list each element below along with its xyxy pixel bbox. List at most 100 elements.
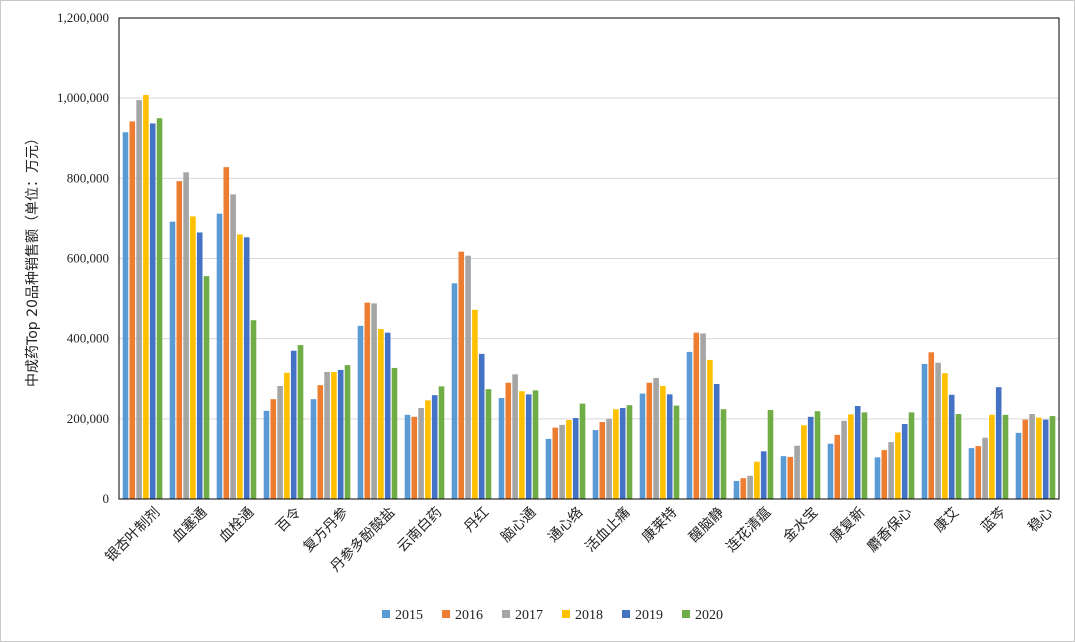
bar-2019-13 [760,451,767,499]
bar-2019-19 [1042,419,1049,499]
bar-2015-2 [216,213,223,500]
bar-2019-15 [854,406,861,499]
bar-2019-5 [384,332,391,499]
bar-2020-1 [203,276,210,499]
bar-2020-13 [767,410,774,499]
bar-2020-4 [344,365,351,499]
bar-2017-5 [371,303,377,499]
bar-2016-3 [270,399,277,499]
bar-2018-18 [989,414,995,499]
bar-2016-9 [552,427,559,499]
bar-2015-17 [921,363,928,499]
bar-2015-1 [169,221,176,499]
x-tick-label: 血栓通 [216,505,257,546]
bar-2017-6 [418,408,424,499]
bar-2015-14 [780,456,787,499]
legend-swatch-2015 [382,610,390,618]
bar-2018-2 [237,234,243,499]
bar-2020-14 [814,411,821,499]
bar-2019-11 [666,394,673,499]
y-tick-labels: 0 200,000 400,000 600,000 800,000 1,000,000 1,… [57,10,109,506]
bar-2018-14 [801,425,807,499]
y-tick-label: 1,200,000 [57,10,109,25]
bar-2015-6 [404,414,411,499]
bar-2018-6 [425,400,431,499]
x-tick-label: 醒脑静 [686,505,727,546]
bar-2020-17 [955,414,962,499]
legend-swatch-2018 [562,610,570,618]
bar-2020-0 [156,118,163,500]
bar-2020-2 [250,320,257,499]
bar-2020-3 [297,345,304,499]
x-tick-label: 麝香保心 [864,505,915,556]
bar-2016-7 [458,251,465,499]
bar-2015-19 [1015,432,1022,499]
x-tick-label: 康莱特 [639,504,681,546]
bar-2015-3 [263,410,270,499]
bar-2016-5 [364,302,371,499]
bar-2016-1 [176,181,183,499]
bars [122,94,1056,500]
x-tick-label: 血塞通 [169,504,211,546]
x-tick-label: 金水宝 [780,505,821,546]
x-tick-label: 稳心 [1025,505,1056,536]
bar-2019-4 [337,369,344,499]
bar-2018-4 [331,371,337,499]
bar-2017-3 [277,385,283,499]
bar-2015-16 [874,457,881,499]
legend-label-2015: 2015 [395,608,423,623]
bar-2017-2 [230,194,236,499]
bar-2020-9 [579,403,586,499]
bar-2018-13 [754,461,760,499]
plot-border [118,17,1060,500]
bar-2020-7 [485,389,492,499]
x-tick-label: 康复新 [827,504,869,546]
bar-2015-15 [827,443,834,499]
x-tick-labels: 银杏叶制剂 血塞通 血栓通 百令复方丹参丹参多酚酸盐云南白药 丹红 脑心通 通心络活血止痛康… [103,504,1057,575]
bar-2017-14 [794,445,800,499]
bar-2018-5 [378,329,384,499]
x-tick-label: 活血止痛 [582,504,634,556]
bar-2016-15 [834,434,841,499]
bar-2019-8 [525,394,532,499]
bar-2015-0 [122,132,129,500]
x-tick-label: 云南白药 [394,505,445,556]
bar-2016-13 [740,478,747,499]
bar-2016-6 [411,416,418,499]
bar-2017-11 [653,377,659,499]
bar-2018-8 [519,391,525,499]
bar-2018-12 [707,359,713,499]
bar-2016-19 [1022,419,1029,499]
bar-2017-1 [183,172,189,499]
bar-2020-8 [532,390,539,499]
axes [118,17,1060,500]
legend-swatch-2016 [442,610,450,618]
bar-2015-11 [639,393,646,499]
bar-2020-19 [1049,416,1056,499]
bar-2015-13 [733,480,740,499]
bar-2015-7 [451,283,458,499]
x-tick-label: 蓝芩 [978,504,1010,536]
bar-2017-18 [982,437,988,499]
bar-2015-12 [686,351,693,499]
bar-2020-15 [861,412,868,499]
gridlines [119,17,1059,420]
bar-2016-10 [599,422,606,499]
legend-swatch-2020 [682,610,690,618]
bar-2019-3 [290,350,297,499]
bar-2017-12 [700,333,706,499]
bar-2019-18 [995,387,1002,499]
bar-2016-16 [881,450,888,499]
bar-2017-15 [841,420,847,499]
bar-2019-14 [807,416,814,499]
bar-2018-7 [472,309,478,499]
x-tick-label: 脑心通 [498,505,539,546]
bar-2016-12 [693,332,700,499]
legend-label-2019: 2019 [635,608,663,623]
bar-2016-2 [223,167,230,500]
bar-2017-19 [1029,414,1035,499]
bar-2020-18 [1002,414,1009,499]
legend-label-2016: 2016 [455,608,483,623]
bar-2015-18 [968,448,975,499]
bar-2017-16 [888,442,894,499]
